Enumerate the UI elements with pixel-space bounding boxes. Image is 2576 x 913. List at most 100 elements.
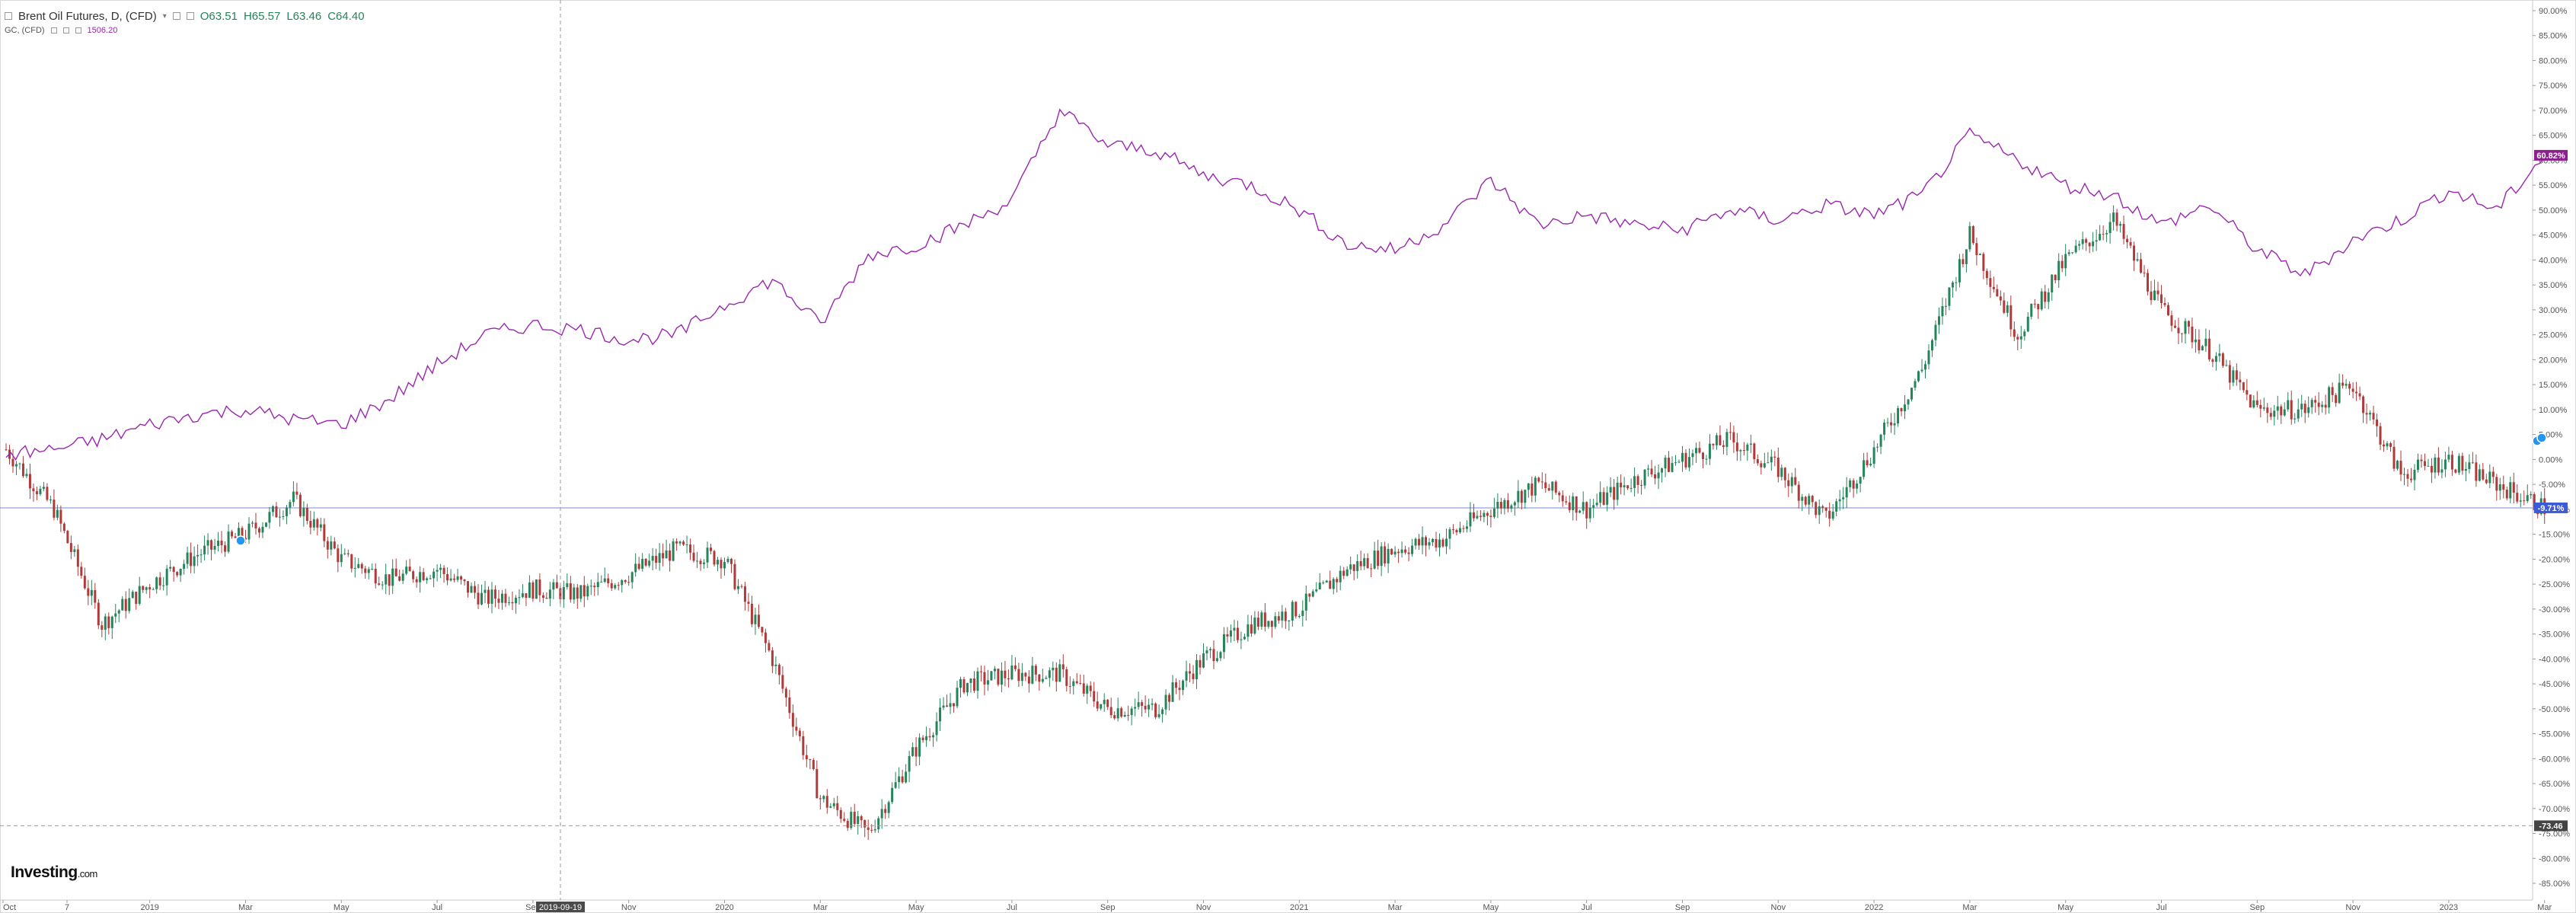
- brent-candle-body: [53, 500, 56, 518]
- brent-candle-body: [415, 579, 418, 583]
- brent-candle-body: [2369, 413, 2372, 415]
- brent-candle-body: [477, 592, 480, 605]
- y-tick-label: 25.00%: [2539, 331, 2568, 340]
- brent-candle-body: [1421, 537, 1424, 546]
- brent-candle-body: [2102, 234, 2105, 235]
- brent-candle-body: [1828, 510, 1831, 519]
- y-tick-label: 35.00%: [2539, 281, 2568, 290]
- brent-candle-body: [1735, 442, 1738, 452]
- brent-candle-body: [1633, 476, 1636, 488]
- brent-candle-body: [867, 827, 870, 830]
- x-tick-label: Nov: [2345, 903, 2361, 912]
- brent-candle-body: [2324, 404, 2327, 408]
- brent-candle-body: [942, 705, 945, 708]
- brent-candle-body: [340, 554, 343, 563]
- brent-candle-body: [1989, 278, 1992, 287]
- brent-candle-body: [1270, 621, 1273, 627]
- brent-candle-body: [665, 550, 668, 559]
- brent-candle-body: [1923, 364, 1926, 370]
- brent-candle-body: [877, 818, 880, 830]
- brent-candle-body: [2259, 404, 2262, 409]
- brent-candle-body: [1072, 681, 1075, 687]
- brent-candle-body: [1061, 664, 1065, 669]
- visibility-icon[interactable]: [50, 27, 57, 34]
- overlay-series-legend[interactable]: GC, (CFD) 1506.20: [5, 24, 365, 37]
- brent-candle-body: [1824, 507, 1827, 511]
- brent-candle-body: [1329, 580, 1332, 589]
- x-tick-label: Nov: [1771, 903, 1786, 912]
- brent-candle-body: [504, 593, 507, 603]
- settings-icon[interactable]: [62, 27, 69, 34]
- brent-candle-body: [1263, 612, 1266, 627]
- brent-candle-body: [2420, 459, 2423, 461]
- brent-candle-body: [1780, 468, 1783, 477]
- main-series-legend[interactable]: Brent Oil Futures, D, (CFD) ▾ O63.51 H65…: [5, 8, 365, 24]
- brent-candle-body: [1811, 496, 1814, 503]
- x-tick-label: May: [2057, 903, 2073, 912]
- brent-candle-body: [1496, 502, 1499, 509]
- brent-candle-body: [911, 747, 915, 756]
- collapse-icon[interactable]: [5, 12, 12, 20]
- brent-candle-body: [1065, 669, 1068, 686]
- x-tick-label: Sep: [1675, 903, 1690, 912]
- overlay-series-title: GC, (CFD): [5, 26, 45, 35]
- brent-candle-body: [1643, 469, 1646, 486]
- y-axis[interactable]: 90.00%85.00%80.00%75.00%70.00%65.00%60.0…: [2533, 7, 2570, 889]
- x-tick-label: Nov: [1196, 903, 1211, 912]
- brent-candle-body: [1753, 443, 1756, 460]
- x-axis[interactable]: Oct 7 2019 Mar May Jul Sep Nov 2020 Mar May Jul Sep N…: [2, 900, 2552, 912]
- brent-candle-body: [394, 568, 397, 576]
- brent-candle-body: [374, 568, 377, 584]
- brent-candle-body: [771, 650, 774, 666]
- brent-candle-body: [559, 588, 562, 600]
- brent-candle-body: [1171, 682, 1174, 702]
- brent-candle-body: [1052, 667, 1055, 671]
- brent-candle-body: [1517, 490, 1520, 503]
- brent-candle-body: [1890, 422, 1893, 426]
- brent-candle-body: [1281, 611, 1284, 621]
- brent-candle-body: [165, 568, 168, 586]
- brent-candle-body: [1489, 516, 1492, 517]
- brent-candle-body: [873, 829, 876, 831]
- brent-candle-body: [2115, 212, 2118, 226]
- brent-candle-body: [2389, 443, 2392, 447]
- brent-candle-body: [1835, 501, 1838, 512]
- brent-candle-body: [1671, 462, 1674, 472]
- chart-legend: Brent Oil Futures, D, (CFD) ▾ O63.51 H65…: [5, 8, 365, 37]
- brent-candle-body: [1175, 682, 1178, 688]
- brent-candle-body: [155, 577, 158, 589]
- brent-candle-body: [319, 524, 322, 528]
- chevron-down-icon[interactable]: ▾: [162, 11, 167, 21]
- brent-candle-body: [2294, 418, 2297, 420]
- brent-candle-body: [2328, 387, 2331, 408]
- brent-candle-body: [2269, 413, 2272, 417]
- close-icon[interactable]: [186, 12, 194, 20]
- close-icon[interactable]: [75, 27, 81, 34]
- brent-candle-body: [630, 572, 634, 583]
- brent-candle-body: [1226, 634, 1229, 637]
- brent-candle-body: [1636, 476, 1639, 485]
- brent-candle-body: [2310, 400, 2313, 407]
- brent-candle-body: [412, 571, 415, 579]
- brent-candle-body: [1291, 602, 1294, 621]
- brent-candle-body: [935, 721, 938, 736]
- brent-price-tag-label: -9.71%: [2538, 504, 2565, 513]
- y-tick-label: -45.00%: [2539, 680, 2570, 689]
- brent-candle-body: [1100, 704, 1103, 709]
- brent-candle-body: [1968, 226, 1971, 250]
- brent-candle-body: [850, 812, 853, 828]
- settings-icon[interactable]: [172, 12, 180, 20]
- brent-candle-body: [1000, 670, 1003, 685]
- x-tick-label: Jul: [2156, 903, 2166, 912]
- brent-candle-body: [901, 776, 904, 783]
- logo-text: Investing: [11, 864, 78, 881]
- brent-candle-body: [1531, 483, 1534, 496]
- brent-candle-body: [2383, 444, 2386, 447]
- brent-candle-body: [1116, 708, 1119, 719]
- investing-logo: Investing.com: [11, 864, 97, 882]
- y-tick-label: 40.00%: [2539, 256, 2568, 265]
- brent-candle-body: [206, 540, 209, 546]
- brent-candle-body: [2023, 331, 2026, 337]
